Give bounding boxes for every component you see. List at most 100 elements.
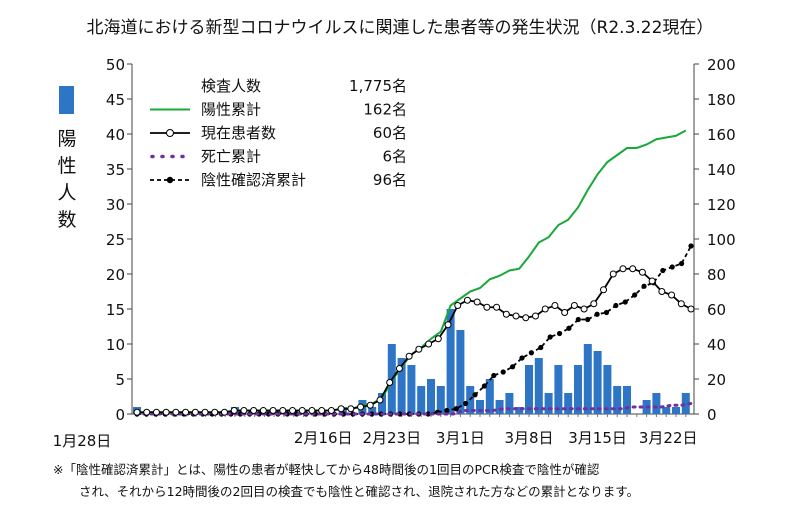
bar	[525, 365, 533, 414]
current-point	[279, 407, 287, 414]
x-tick-label: 3月15日	[568, 429, 627, 447]
bar	[515, 407, 524, 414]
current-point	[133, 408, 141, 416]
bar	[378, 393, 386, 414]
current-point	[609, 270, 617, 278]
legend-label: 検査人数	[201, 77, 261, 95]
right-tick-label: 120	[707, 196, 736, 214]
current-point	[230, 407, 238, 414]
current-point	[619, 265, 627, 273]
current-point	[425, 340, 433, 348]
series-line-current	[137, 267, 692, 414]
legend-value: 162名	[363, 101, 407, 119]
recovered-point	[660, 267, 666, 274]
bar	[681, 393, 690, 414]
left-y-axis: 0 5 10 15 20 25 30 35 40 45 50	[106, 56, 133, 424]
left-tick-label: 10	[106, 336, 125, 354]
current-point	[434, 335, 442, 343]
current-point	[240, 407, 248, 414]
recovered-point	[425, 411, 431, 417]
current-point	[570, 302, 578, 309]
recovered-point	[538, 344, 544, 351]
bar	[574, 365, 582, 414]
current-point	[289, 407, 297, 414]
bar	[603, 365, 612, 414]
current-point	[405, 352, 413, 360]
current-point	[182, 408, 190, 416]
x-tick-label: 3月8日	[504, 429, 553, 447]
current-point	[541, 305, 549, 313]
x-tick-label: 2月23日	[362, 429, 421, 447]
right-y-axis: 0 20 40 60 80 100 120 140 160 180 200	[693, 56, 736, 424]
bar	[407, 365, 416, 414]
bar	[368, 407, 377, 414]
footnote-line-1: ※「陰性確認済累計」とは、陽性の患者が軽快してから48時間後の1回目のPCR検査…	[53, 462, 600, 477]
recovered-point	[575, 316, 581, 323]
series-lines	[133, 129, 695, 417]
legend-value: 6名	[382, 148, 407, 166]
current-point	[483, 303, 491, 311]
recovered-point	[594, 311, 600, 317]
current-point	[493, 303, 501, 311]
recovered-point	[632, 292, 638, 298]
current-point	[327, 407, 335, 414]
current-point	[415, 345, 423, 353]
recovered-point	[500, 369, 506, 375]
recovered-point	[519, 355, 525, 361]
current-point	[473, 298, 481, 306]
right-tick-label: 200	[707, 56, 736, 74]
right-tick-label: 180	[707, 91, 736, 109]
current-point	[551, 302, 559, 309]
recovered-point	[585, 316, 591, 323]
current-point	[638, 268, 646, 276]
x-tick-label: 3月1日	[436, 429, 485, 447]
bar	[672, 407, 680, 414]
right-tick-label: 60	[707, 301, 726, 319]
current-point	[318, 407, 326, 414]
right-tick-label: 40	[707, 336, 726, 354]
legend-item-tests: 検査人数 1,775名	[201, 77, 407, 95]
legend-label: 現在患者数	[201, 124, 276, 142]
legend-value: 96名	[373, 171, 407, 189]
current-point	[512, 312, 520, 320]
left-tick-label: 15	[106, 301, 125, 319]
recovered-point	[463, 400, 469, 407]
series-line-deaths	[135, 402, 693, 416]
legend-item-recovered: 陰性確認済累計 96名	[150, 171, 407, 189]
bar	[446, 309, 455, 414]
bar	[623, 386, 631, 414]
bar	[427, 379, 435, 414]
bar	[495, 400, 504, 414]
current-point	[269, 407, 277, 414]
current-point	[259, 407, 267, 414]
chart-title: 北海道における新型コロナウイルスに関連した患者等の発生状況（R2.3.22現在）	[87, 18, 714, 38]
current-point	[444, 321, 452, 329]
current-point	[143, 408, 151, 416]
current-point	[366, 401, 374, 409]
current-point	[211, 408, 219, 416]
legend-item-positive_cum: 陽性累計 162名	[150, 101, 407, 119]
legend-value: 1,775名	[349, 77, 407, 95]
right-tick-label: 20	[707, 371, 726, 389]
bar	[593, 351, 602, 414]
recovered-point	[669, 264, 675, 270]
current-point	[463, 296, 471, 304]
current-point	[531, 312, 539, 320]
current-point	[677, 300, 685, 308]
current-point	[668, 291, 676, 299]
daily-positive-bars	[133, 309, 690, 414]
current-point	[347, 405, 355, 413]
current-point	[522, 314, 530, 322]
left-tick-label: 50	[106, 56, 125, 74]
legend-value: 60名	[373, 124, 407, 142]
left-tick-label: 45	[106, 91, 125, 109]
bar	[436, 386, 445, 414]
current-point	[658, 288, 666, 295]
left-tick-label: 40	[106, 126, 125, 144]
recovered-point	[547, 334, 553, 340]
recovered-point	[613, 302, 619, 309]
recovered-point	[491, 372, 497, 379]
x-tick-label: 3月22日	[639, 429, 698, 447]
